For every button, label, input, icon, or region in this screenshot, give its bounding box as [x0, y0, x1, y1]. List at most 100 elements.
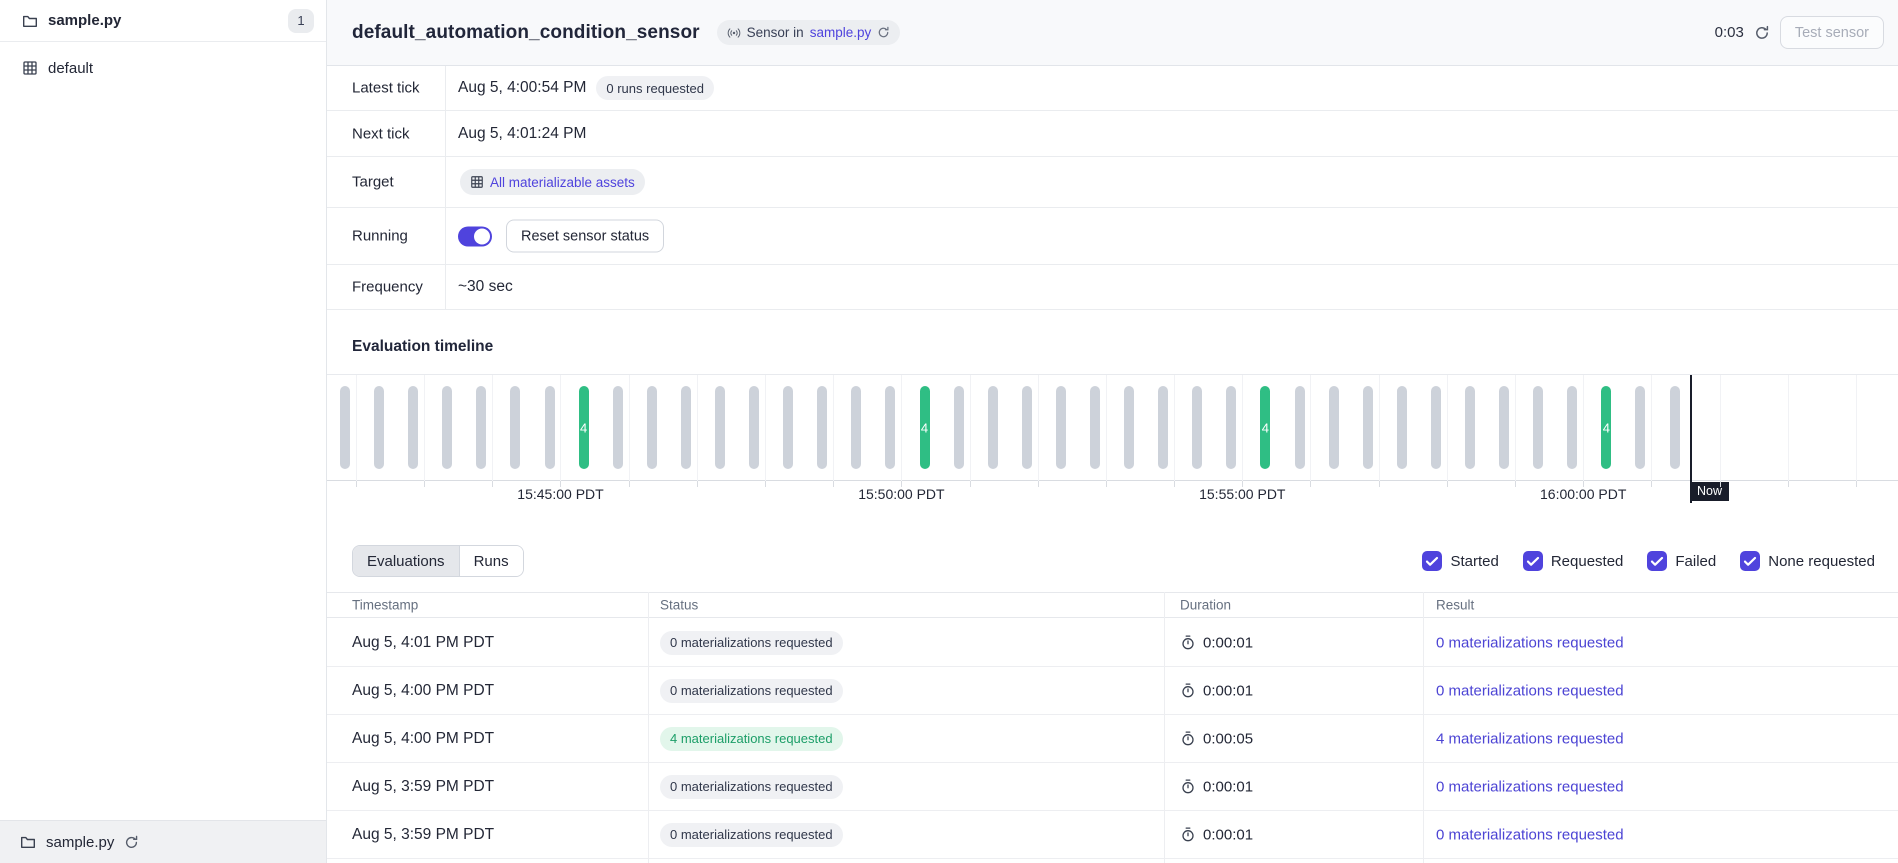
now-marker-tooltip: Now: [1690, 482, 1729, 501]
timeline-bar[interactable]: [749, 386, 759, 469]
timeline-bar[interactable]: [374, 386, 384, 469]
axis-tick: [1856, 481, 1857, 487]
test-sensor-button[interactable]: Test sensor: [1780, 16, 1884, 49]
timeline-bar[interactable]: [408, 386, 418, 469]
timeline-bar[interactable]: [1465, 386, 1475, 469]
timeline-bar[interactable]: [545, 386, 555, 469]
stopwatch-icon: [1180, 635, 1196, 651]
sensor-page: sample.py 1 default sample.py default_au…: [0, 0, 1898, 863]
duration-value: 0:00:01: [1203, 682, 1253, 699]
timeline-bar[interactable]: [1499, 386, 1509, 469]
checkbox-checked-icon[interactable]: [1422, 551, 1442, 571]
timeline-bar[interactable]: [851, 386, 861, 469]
timeline-bar[interactable]: [1158, 386, 1168, 469]
bar-value-label: 4: [1262, 420, 1269, 435]
timeline-bar[interactable]: [1363, 386, 1373, 469]
timeline-bar-highlighted[interactable]: 4: [579, 386, 589, 469]
timeline-bar[interactable]: [1533, 386, 1543, 469]
running-toggle[interactable]: [458, 226, 492, 246]
timeline-bar[interactable]: [1124, 386, 1134, 469]
sidebar-item-sample-py[interactable]: sample.py 1: [0, 0, 326, 42]
timeline-bar[interactable]: [1022, 386, 1032, 469]
tab-runs[interactable]: Runs: [460, 546, 523, 576]
timeline-bar[interactable]: [1567, 386, 1577, 469]
tab-evaluations[interactable]: Evaluations: [353, 546, 460, 576]
filter-failed[interactable]: Failed: [1647, 551, 1716, 571]
result-link[interactable]: 0 materializations requested: [1436, 826, 1624, 843]
refresh-icon[interactable]: [877, 26, 890, 39]
timeline-bar[interactable]: [681, 386, 691, 469]
axis-tick: [833, 481, 834, 487]
timeline-bar[interactable]: [954, 386, 964, 469]
target-assets-label: All materializable assets: [490, 175, 635, 190]
checkbox-checked-icon[interactable]: [1647, 551, 1667, 571]
status-cell: 4 materializations requested: [660, 727, 843, 751]
duration-cell: 0:00:01: [1180, 778, 1253, 795]
timeline-bar[interactable]: [1090, 386, 1100, 469]
timeline-bar[interactable]: [1431, 386, 1441, 469]
timeline-bar[interactable]: [1635, 386, 1645, 469]
filter-requested[interactable]: Requested: [1523, 551, 1624, 571]
timeline-bar[interactable]: [647, 386, 657, 469]
refresh-icon[interactable]: [1754, 25, 1770, 41]
timestamp-cell: Aug 5, 3:59 PM PDT: [352, 826, 494, 844]
timeline-bar[interactable]: [1397, 386, 1407, 469]
timeline-bar-highlighted[interactable]: 4: [1601, 386, 1611, 469]
gridline: [1651, 375, 1652, 481]
filter-started[interactable]: Started: [1422, 551, 1498, 571]
checkbox-checked-icon[interactable]: [1523, 551, 1543, 571]
timeline-bar[interactable]: [613, 386, 623, 469]
timeline-bar[interactable]: [1056, 386, 1066, 469]
timeline-bar[interactable]: [340, 386, 350, 469]
detail-row-target: Target All materializable assets: [327, 157, 1898, 208]
timeline-bar[interactable]: [1192, 386, 1202, 469]
sidebar-footer: sample.py: [0, 820, 326, 863]
status-cell: 0 materializations requested: [660, 823, 843, 847]
column-header-result: Result: [1436, 598, 1474, 613]
timeline-bar-highlighted[interactable]: 4: [1260, 386, 1270, 469]
sensor-details: Latest tick Aug 5, 4:00:54 PM 0 runs req…: [327, 66, 1898, 310]
x-axis-label: 15:45:00 PDT: [517, 486, 603, 502]
evaluation-timeline-chart: 4444 Now 15:45:00 PDT15:50:00 PDT15:55:0…: [327, 374, 1898, 503]
timeline-bar[interactable]: [442, 386, 452, 469]
gridline: [629, 375, 630, 481]
page-header: default_automation_condition_sensor Sens…: [327, 0, 1898, 66]
x-axis-label: 15:50:00 PDT: [858, 486, 944, 502]
sensor-location-text: Sensor in: [747, 25, 804, 40]
reload-location-icon[interactable]: [124, 835, 139, 850]
result-link[interactable]: 0 materializations requested: [1436, 634, 1624, 651]
folder-icon: [20, 834, 36, 850]
asset-group-icon: [22, 60, 38, 76]
x-axis-label: 16:00:00 PDT: [1540, 486, 1626, 502]
result-link[interactable]: 0 materializations requested: [1436, 682, 1624, 699]
timeline-bar-highlighted[interactable]: 4: [920, 386, 930, 469]
table-row: Aug 5, 3:59 PM PDT 0 materializations req…: [327, 811, 1898, 859]
timeline-bar[interactable]: [1329, 386, 1339, 469]
timeline-bar[interactable]: [510, 386, 520, 469]
duration-cell: 0:00:01: [1180, 634, 1253, 651]
timeline-bar[interactable]: [817, 386, 827, 469]
timeline-bar[interactable]: [1670, 386, 1680, 469]
timeline-bar[interactable]: [885, 386, 895, 469]
axis-tick: [697, 481, 698, 487]
filter-none-requested[interactable]: None requested: [1740, 551, 1875, 571]
timeline-bar[interactable]: [476, 386, 486, 469]
axis-tick: [492, 481, 493, 487]
target-assets-link[interactable]: All materializable assets: [460, 169, 645, 195]
result-link[interactable]: 0 materializations requested: [1436, 778, 1624, 795]
timeline-bar[interactable]: [715, 386, 725, 469]
checkbox-checked-icon[interactable]: [1740, 551, 1760, 571]
sidebar-item-default[interactable]: default: [0, 54, 326, 82]
timeline-bar[interactable]: [783, 386, 793, 469]
timeline-bar[interactable]: [1295, 386, 1305, 469]
timeline-bar[interactable]: [988, 386, 998, 469]
gridline: [1038, 375, 1039, 481]
detail-label: Frequency: [352, 279, 423, 296]
result-link[interactable]: 4 materializations requested: [1436, 730, 1624, 747]
gridline: [356, 375, 357, 481]
sensor-location-link[interactable]: sample.py: [810, 25, 872, 40]
reset-sensor-status-button[interactable]: Reset sensor status: [506, 220, 664, 253]
detail-row-running: Running Reset sensor status: [327, 208, 1898, 265]
timeline-bar[interactable]: [1226, 386, 1236, 469]
refresh-countdown: 0:03: [1715, 24, 1744, 41]
